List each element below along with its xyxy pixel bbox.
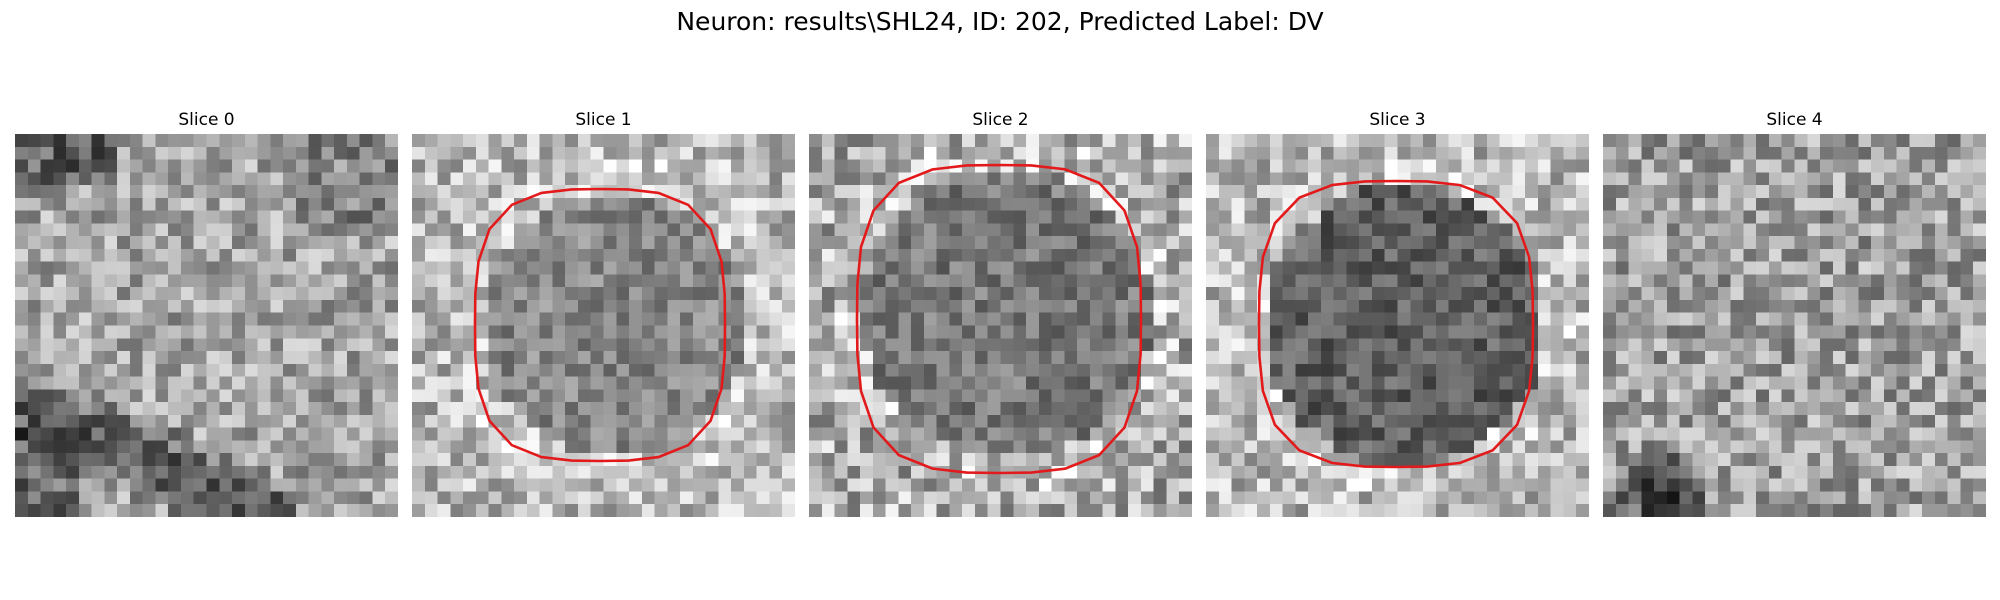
grayscale-patch [1206, 134, 1589, 517]
figure-title: Neuron: results\SHL24, ID: 202, Predicte… [676, 7, 1324, 36]
grayscale-patch [809, 134, 1192, 517]
slice-title: Slice 1 [575, 110, 632, 130]
slice-image [1603, 134, 1986, 517]
slice-image [15, 134, 398, 517]
roi-contour [855, 163, 1143, 475]
slice-image [809, 134, 1192, 517]
slice-title: Slice 0 [178, 110, 235, 130]
slice-title: Slice 4 [1766, 110, 1823, 130]
grayscale-patch [1603, 134, 1986, 517]
grayscale-patch [15, 134, 398, 517]
slice-title: Slice 3 [1369, 110, 1426, 130]
slice-image [1206, 134, 1589, 517]
roi-contour [473, 187, 727, 463]
slice-image [412, 134, 795, 517]
slice-title: Slice 2 [972, 110, 1029, 130]
roi-contour [1257, 179, 1535, 469]
